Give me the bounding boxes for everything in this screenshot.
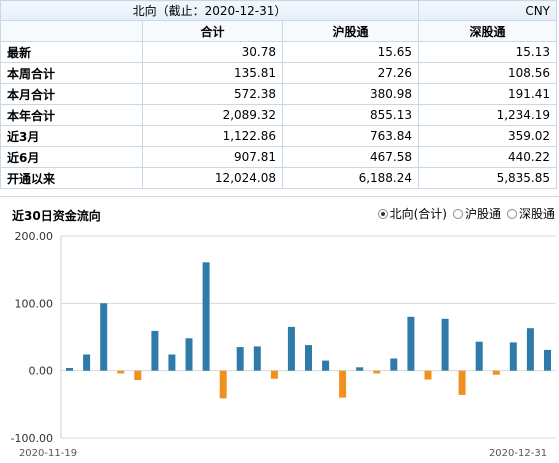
cell-shenzhen: 359.02 bbox=[418, 125, 558, 147]
bar bbox=[66, 368, 73, 371]
cell-shanghai: 6,188.24 bbox=[281, 167, 420, 189]
row-label: 开通以来 bbox=[0, 167, 143, 189]
bar bbox=[441, 318, 449, 371]
cell-total: 12,024.08 bbox=[142, 167, 283, 189]
bar bbox=[236, 347, 244, 371]
row-label: 本月合计 bbox=[0, 83, 143, 105]
table-row: 开通以来 12,024.08 6,188.24 5,835.85 bbox=[0, 167, 558, 189]
bar bbox=[339, 370, 347, 398]
cell-total: 1,122.86 bbox=[142, 125, 283, 147]
bar bbox=[185, 338, 193, 371]
table-row: 近6月 907.81 467.58 440.22 bbox=[0, 146, 558, 168]
bar bbox=[134, 370, 142, 381]
flow-bar-chart: 200.00 100.00 0.00 -100.00 2020-11-19 2020-12… bbox=[11, 230, 556, 459]
column-header-shenzhen: 深股通 bbox=[418, 20, 558, 42]
series-selector: 北向(合计) 沪股通 深股通 bbox=[377, 205, 555, 222]
bar bbox=[253, 346, 261, 371]
column-header-total: 合计 bbox=[142, 20, 283, 42]
bar bbox=[544, 349, 551, 371]
summary-table: 北向（截止：2020-12-31） CNY 合计 沪股通 深股通 最新 30.7… bbox=[0, 0, 558, 189]
bar bbox=[219, 370, 227, 399]
bar bbox=[305, 345, 312, 371]
cell-total: 135.81 bbox=[142, 62, 283, 84]
radio-unselected-icon[interactable] bbox=[506, 208, 517, 219]
cell-total: 2,089.32 bbox=[142, 104, 283, 126]
page-title: 北向（截止：2020-12-31） bbox=[0, 0, 420, 21]
bar bbox=[168, 354, 176, 371]
radio-unselected-icon[interactable] bbox=[452, 208, 463, 219]
title-row: 北向（截止：2020-12-31） CNY bbox=[0, 0, 558, 21]
radio-label: 沪股通 bbox=[464, 207, 501, 221]
cell-shanghai: 855.13 bbox=[281, 104, 420, 126]
cell-total: 572.38 bbox=[142, 83, 283, 105]
corner-header bbox=[0, 20, 143, 42]
bar bbox=[492, 370, 500, 375]
row-label: 最新 bbox=[0, 41, 143, 63]
y-tick-label: 100.00 bbox=[15, 297, 54, 310]
column-header-row: 合计 沪股通 深股通 bbox=[0, 20, 558, 42]
bar bbox=[151, 330, 159, 371]
cell-shenzhen: 108.56 bbox=[418, 62, 558, 84]
bar bbox=[475, 341, 483, 371]
bar bbox=[356, 367, 364, 371]
bar bbox=[117, 370, 125, 374]
cell-total: 907.81 bbox=[142, 146, 283, 168]
bar bbox=[270, 370, 278, 379]
bar bbox=[287, 326, 295, 371]
bar bbox=[526, 328, 534, 371]
cell-shanghai: 15.65 bbox=[281, 41, 420, 63]
table-row: 近3月 1,122.86 763.84 359.02 bbox=[0, 125, 558, 147]
cell-shanghai: 467.58 bbox=[281, 146, 420, 168]
y-tick-label: 200.00 bbox=[15, 230, 54, 243]
bar bbox=[390, 358, 398, 371]
row-label: 本年合计 bbox=[0, 104, 143, 126]
table-row: 本年合计 2,089.32 855.13 1,234.19 bbox=[0, 104, 558, 126]
row-label: 本周合计 bbox=[0, 62, 143, 84]
cell-shenzhen: 15.13 bbox=[418, 41, 558, 63]
row-label: 近3月 bbox=[0, 125, 143, 147]
cell-shanghai: 27.26 bbox=[281, 62, 420, 84]
cell-total: 30.78 bbox=[142, 41, 283, 63]
table-row: 本周合计 135.81 27.26 108.56 bbox=[0, 62, 558, 84]
cell-shenzhen: 1,234.19 bbox=[418, 104, 558, 126]
table-row: 本月合计 572.38 380.98 191.41 bbox=[0, 83, 558, 105]
column-header-shanghai: 沪股通 bbox=[281, 20, 420, 42]
y-tick-label: -100.00 bbox=[11, 432, 53, 445]
flow-panel: 近30日资金流向 北向(合计) 沪股通 深股通 bbox=[0, 196, 559, 463]
x-end-date-label: 2020-12-31 bbox=[489, 448, 547, 459]
cell-shenzhen: 191.41 bbox=[418, 83, 558, 105]
radio-shenzhen-connect[interactable]: 深股通 bbox=[506, 205, 555, 222]
bar bbox=[202, 262, 210, 371]
currency-label: CNY bbox=[418, 0, 558, 21]
radio-shanghai-connect[interactable]: 沪股通 bbox=[452, 205, 501, 222]
bar bbox=[458, 370, 466, 395]
radio-label: 北向(合计) bbox=[389, 207, 447, 221]
bar bbox=[322, 360, 330, 371]
radio-label: 深股通 bbox=[518, 207, 555, 221]
bar bbox=[83, 354, 91, 371]
bar bbox=[100, 303, 108, 371]
y-tick-label: 0.00 bbox=[29, 365, 54, 378]
cell-shenzhen: 5,835.85 bbox=[418, 167, 558, 189]
bar bbox=[373, 370, 381, 374]
radio-northbound-total[interactable]: 北向(合计) bbox=[377, 205, 447, 222]
cell-shanghai: 380.98 bbox=[281, 83, 420, 105]
x-start-date-label: 2020-11-19 bbox=[19, 448, 77, 459]
bar bbox=[509, 342, 517, 371]
row-label: 近6月 bbox=[0, 146, 143, 168]
chart-title: 近30日资金流向 bbox=[12, 209, 101, 223]
cell-shanghai: 763.84 bbox=[281, 125, 420, 147]
table-row: 最新 30.78 15.65 15.13 bbox=[0, 41, 558, 63]
cell-shenzhen: 440.22 bbox=[418, 146, 558, 168]
bar bbox=[424, 370, 432, 380]
bar bbox=[407, 316, 415, 371]
radio-selected-icon[interactable] bbox=[377, 208, 388, 219]
